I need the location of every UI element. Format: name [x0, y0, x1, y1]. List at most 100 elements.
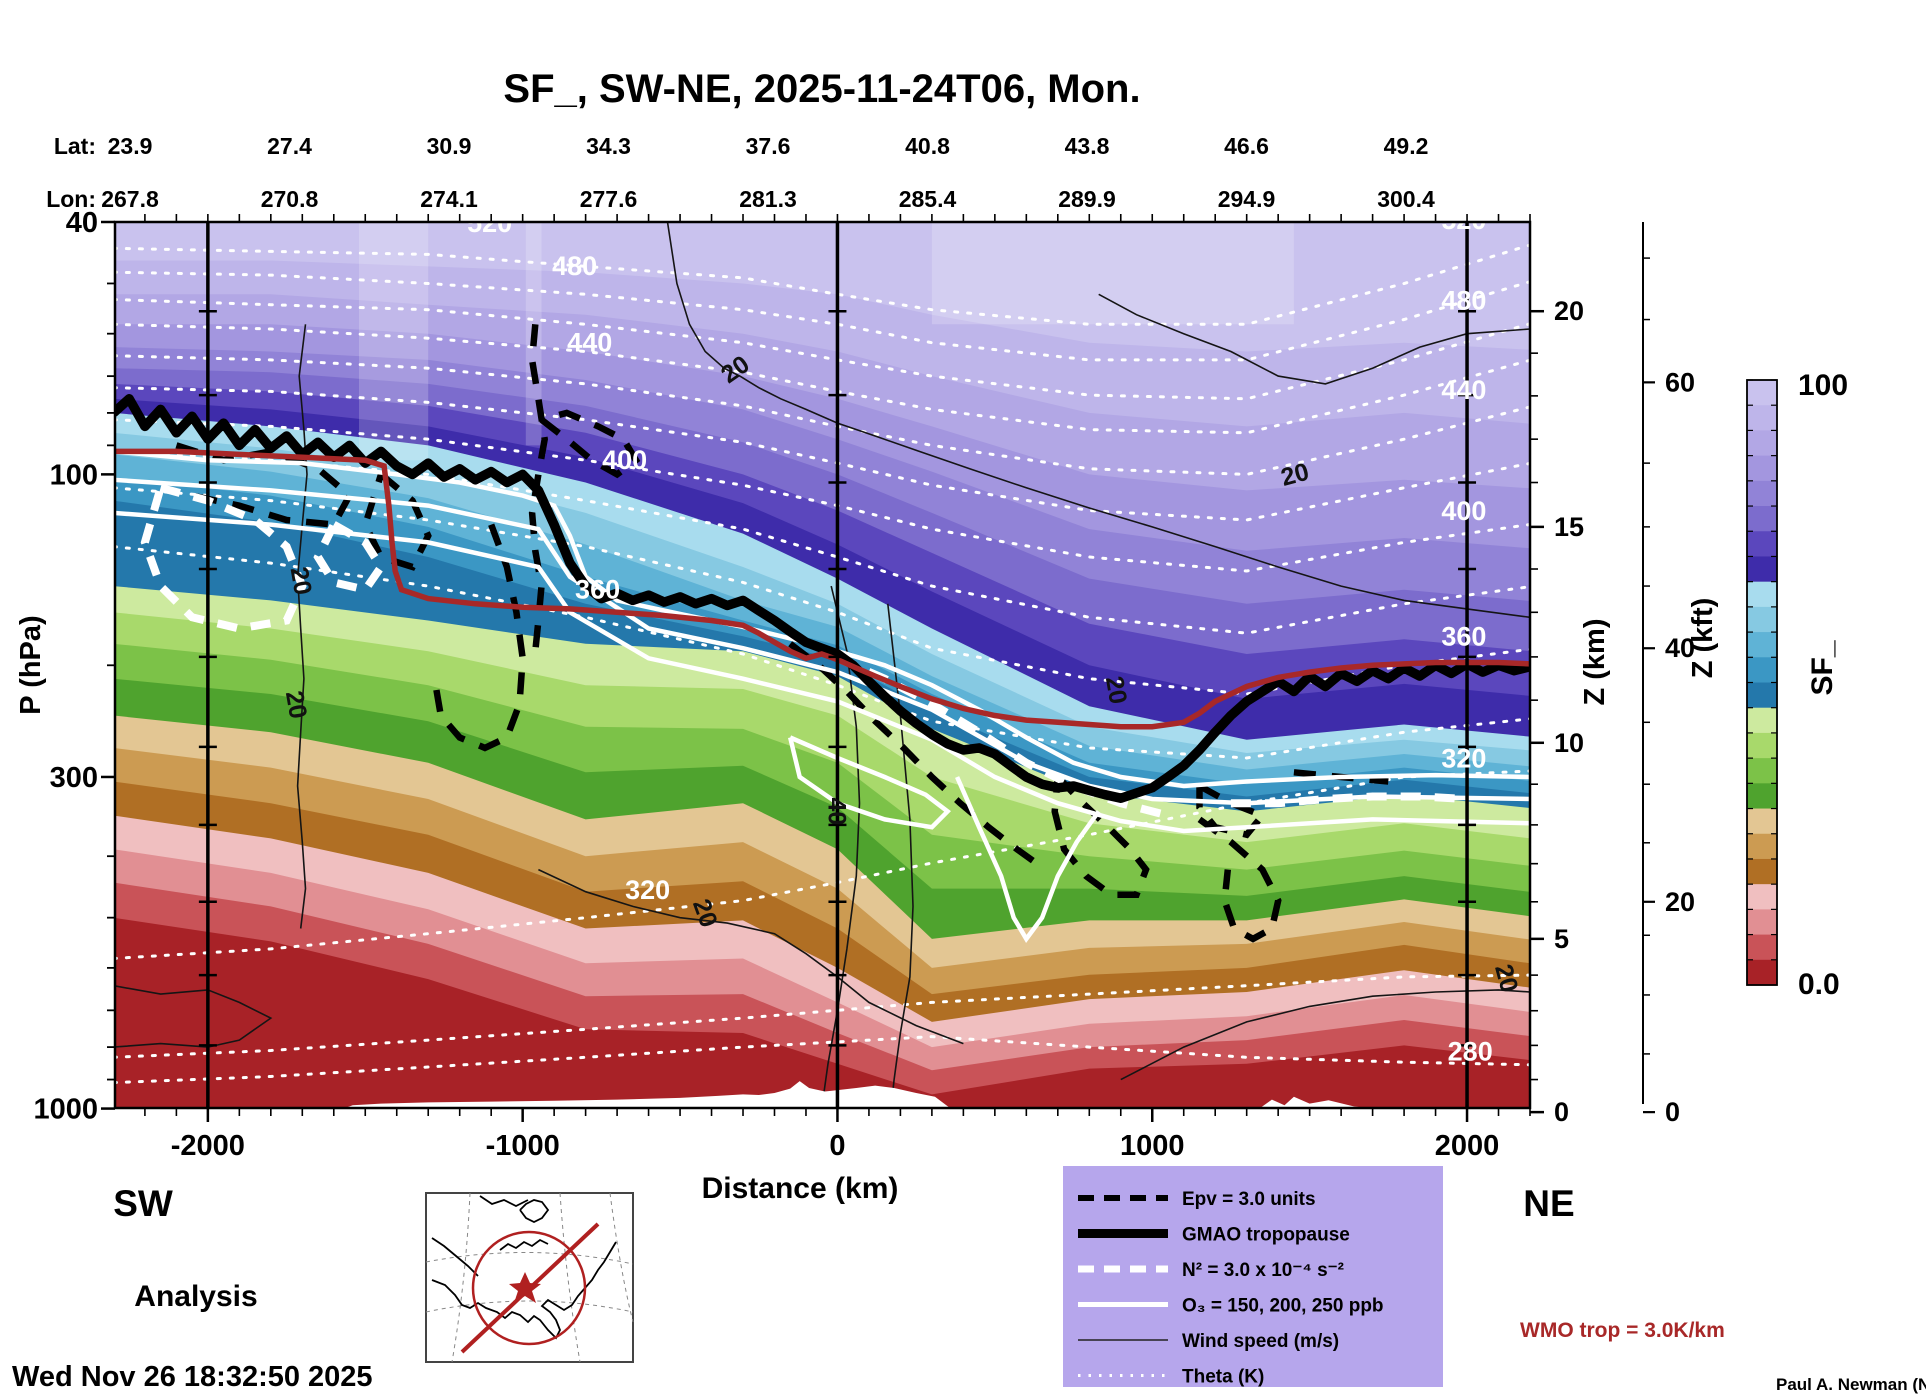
wind-speed-contour [666, 222, 1530, 619]
theta-contour-label: 440 [1441, 375, 1486, 405]
map-graticule [425, 1192, 634, 1363]
lat-row-label: Lat: [54, 133, 96, 159]
wind-speed-contour [538, 868, 964, 1045]
lat-value: 23.9 [108, 133, 153, 159]
colorbar-segment [1747, 455, 1777, 482]
wind-contour-label: 40 [823, 798, 851, 826]
ozone-contour [115, 510, 1530, 834]
colorbar-segment [1747, 405, 1777, 432]
y-tick-label: 1000 [33, 1094, 98, 1126]
x-tick-label: -1000 [486, 1130, 560, 1162]
z-kft-tick-label: 0 [1665, 1097, 1680, 1127]
colorbar-segment [1747, 884, 1777, 910]
z-km-tick-label: 15 [1554, 512, 1584, 542]
z-km-tick-label: 5 [1554, 924, 1569, 954]
colorbar-max-label: 100 [1798, 369, 1848, 402]
lat-value: 37.6 [746, 133, 791, 159]
contour-lines [115, 222, 1530, 1108]
epv-contour [431, 523, 526, 752]
epv-contour [539, 409, 641, 479]
x-axis-title: Distance (km) [702, 1172, 899, 1205]
theta-contour-label: 320 [625, 875, 670, 905]
colorbar-segment [1747, 833, 1777, 860]
theta-contour [115, 243, 1530, 326]
legend-row-label: N² = 3.0 x 10⁻⁴ s⁻² [1182, 1260, 1344, 1281]
ozone-contour [955, 776, 1101, 943]
colorbar-segment [1747, 380, 1777, 406]
lat-value: 27.4 [267, 133, 312, 159]
colorbar-segment [1747, 934, 1777, 961]
field-band [115, 917, 1530, 1108]
y-axis-title: P (hPa) [15, 615, 47, 714]
epv-contour [1051, 774, 1150, 898]
x-tick-label: 2000 [1435, 1130, 1500, 1162]
lon-value: 289.9 [1058, 186, 1116, 212]
map-center-star-icon [509, 1272, 541, 1303]
legend-row-label: Theta (K) [1182, 1367, 1264, 1388]
theta-contour [115, 973, 1530, 1059]
wind-speed-contour [1098, 293, 1530, 385]
z-km-tick-label: 20 [1554, 296, 1584, 326]
axes-ticks: 40 100 300 1000 -2000 -1000 0 1000 2000 0 5 10 15 20 0… [33, 207, 1695, 1162]
colorbar-segment [1747, 732, 1777, 759]
colorbar-segment [1747, 531, 1777, 558]
z-kft-tick-label: 20 [1665, 887, 1695, 917]
chart-title: SF_, SW-NE, 2025-11-24T06, Mon. [503, 67, 1140, 111]
lon-value: 300.4 [1377, 186, 1435, 212]
wind-speed-contour [887, 603, 914, 1108]
colorbar-segment [1747, 606, 1777, 633]
terrain-mask [1260, 1096, 1368, 1108]
lon-value: 277.6 [580, 186, 638, 212]
colorbar-segment [1747, 581, 1777, 608]
terrain-mask [344, 1081, 950, 1108]
z-km-axis-title: Z (km) [1579, 619, 1611, 706]
legend-row-label: GMAO tropopause [1182, 1225, 1350, 1246]
theta-contour-label: 320 [1441, 744, 1486, 774]
colorbar-min-label: 0.0 [1798, 968, 1840, 1001]
colorbar-segment [1747, 758, 1777, 784]
y-tick-label: 300 [50, 762, 98, 794]
lon-value: 281.3 [739, 186, 797, 212]
y-tick-label: 40 [66, 207, 98, 239]
lon-value: 285.4 [899, 186, 957, 212]
colorbar-segment [1747, 858, 1777, 885]
gmao-tropopause-line [115, 394, 1530, 803]
theta-contour-label: 400 [602, 445, 647, 475]
colorbar-segment [1747, 682, 1777, 709]
theta-contour-label: 360 [575, 575, 620, 605]
ne-endpoint-label: NE [1523, 1183, 1574, 1224]
header-values: 23.9 267.8 27.4 270.8 30.9 274.1 34.3 277.6 37.6… [101, 133, 1435, 212]
colorbar-segment [1747, 430, 1777, 457]
epv-contour [1196, 783, 1268, 839]
x-tick-label: 0 [829, 1130, 845, 1162]
wind-speed-contour [1120, 989, 1530, 1081]
theta-contour-label: 360 [1441, 621, 1486, 651]
colorbar-segment [1747, 808, 1777, 835]
ozone-contour [788, 735, 952, 830]
wind-speed-contour [296, 324, 308, 929]
lat-value: 49.2 [1384, 133, 1429, 159]
wind-speed-contour [115, 985, 273, 1048]
colorbar-title: SF_ [1806, 640, 1839, 695]
colorbar [1746, 379, 1778, 986]
field-light-patch [931, 222, 1294, 325]
colorbar-segment [1747, 783, 1777, 810]
epv-contour [361, 471, 432, 571]
wind-contour-label: 20 [1100, 674, 1132, 706]
field-light-patch [359, 222, 429, 461]
analysis-label: Analysis [134, 1280, 257, 1313]
lon-value: 270.8 [261, 186, 319, 212]
theta-contour-label: 280 [1448, 1037, 1493, 1067]
sw-endpoint-label: SW [113, 1183, 173, 1224]
lon-value: 274.1 [420, 186, 478, 212]
z-km-tick-label: 10 [1554, 728, 1584, 758]
lat-value: 30.9 [427, 133, 472, 159]
lon-row-label: Lon: [46, 186, 96, 212]
lat-value: 43.8 [1065, 133, 1110, 159]
timestamp: Wed Nov 26 18:32:50 2025 [12, 1361, 373, 1393]
wmo-tropopause-line [115, 448, 1530, 730]
legend-row-label: O₃ = 150, 200, 250 ppb [1182, 1296, 1384, 1317]
epv-contour [788, 641, 1048, 873]
legend-row-label: Epv = 3.0 units [1182, 1189, 1316, 1210]
